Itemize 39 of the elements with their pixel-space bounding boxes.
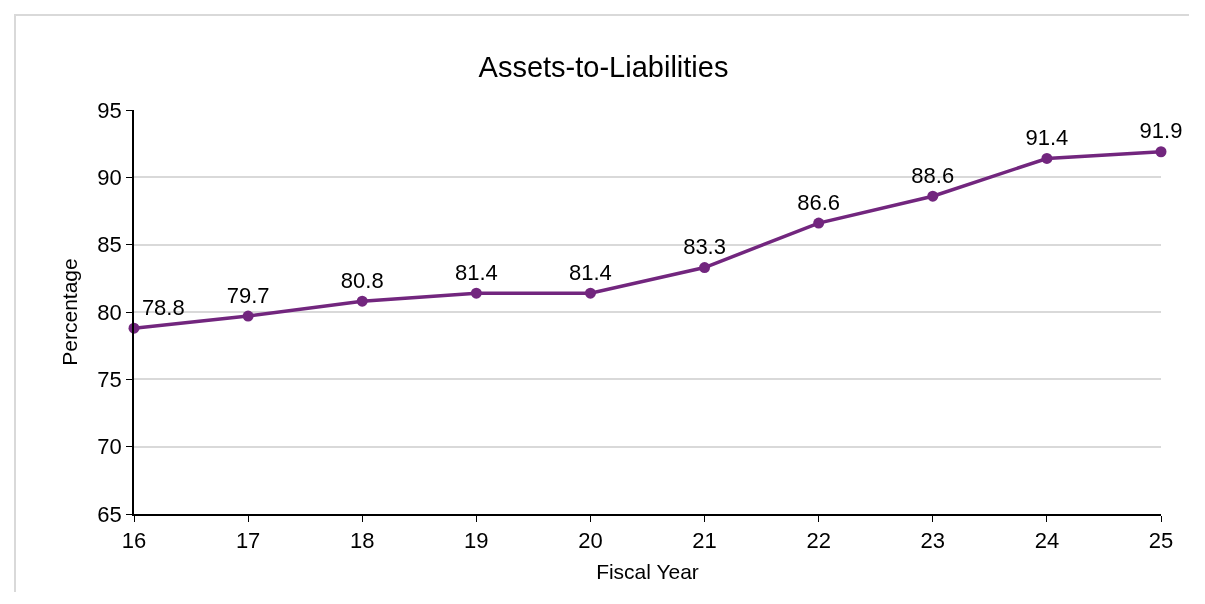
chart-title: Assets-to-Liabilities xyxy=(478,50,729,83)
data-label: 91.9 xyxy=(1139,118,1183,144)
x-tick-label: 23 xyxy=(920,528,946,554)
x-tick-label: 24 xyxy=(1034,528,1060,554)
point xyxy=(813,217,825,229)
x-tick-label: 20 xyxy=(578,528,603,554)
point xyxy=(584,287,596,299)
data-label: 80.8 xyxy=(340,267,384,293)
y-tick-label: 70 xyxy=(97,434,122,460)
point xyxy=(470,287,482,299)
x-tick-label: 18 xyxy=(349,528,375,554)
point xyxy=(927,190,939,202)
x-tick-label: 17 xyxy=(235,528,261,554)
point xyxy=(1041,152,1053,164)
data-label: 83.3 xyxy=(683,234,726,260)
point xyxy=(1155,146,1167,158)
data-label: 78.8 xyxy=(141,294,185,320)
x-tick-label: 22 xyxy=(806,528,831,554)
y-tick-label: 75 xyxy=(97,367,122,393)
data-label: 81.4 xyxy=(454,259,498,285)
x-tick-label: 21 xyxy=(692,528,717,554)
x-tick-label: 16 xyxy=(121,528,147,554)
x-axis-title: Fiscal Year xyxy=(596,559,699,583)
data-label: 79.7 xyxy=(226,282,270,308)
data-label: 86.6 xyxy=(797,189,841,215)
x-tick-label: 25 xyxy=(1148,528,1174,554)
y-axis-title: Percentage xyxy=(58,258,82,366)
point xyxy=(242,310,254,322)
y-tick-label: 85 xyxy=(97,232,122,258)
y-tick-label: 90 xyxy=(97,165,122,191)
x-tick-label: 19 xyxy=(464,528,489,554)
y-tick-label: 95 xyxy=(97,97,122,123)
y-tick-label: 80 xyxy=(97,299,122,325)
point xyxy=(356,295,368,307)
data-label: 88.6 xyxy=(911,162,955,188)
y-tick-label: 65 xyxy=(97,501,122,527)
data-label: 81.4 xyxy=(569,259,612,285)
point xyxy=(699,262,711,274)
data-label: 91.4 xyxy=(1025,125,1069,151)
